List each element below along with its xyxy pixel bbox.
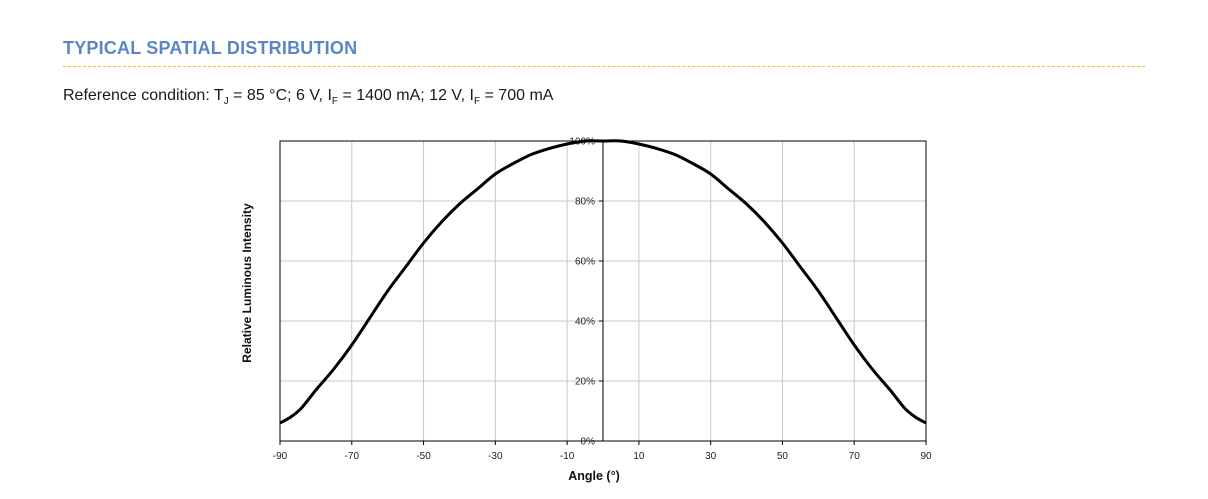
y-tick-label: 80%	[575, 197, 595, 208]
x-axis-title: Angle (°)	[568, 469, 620, 483]
reference-text-2: = 85 °C; 6 V, I	[228, 87, 332, 104]
x-tick-label: 70	[849, 451, 861, 462]
x-tick-label: -50	[416, 451, 431, 462]
x-tick-label: 90	[920, 451, 932, 462]
section-title: TYPICAL SPATIAL DISTRIBUTION	[63, 38, 358, 58]
x-tick-label: 30	[705, 451, 717, 462]
x-tick-label: -10	[560, 451, 575, 462]
x-tick-label: 50	[777, 451, 789, 462]
reference-condition: Reference condition: TJ = 85 °C; 6 V, IF…	[63, 87, 553, 107]
tj-subscript: J	[223, 96, 229, 108]
intensity-curve	[279, 139, 927, 425]
y-tick-label: 40%	[575, 317, 595, 328]
if-subscript-2: F	[473, 96, 481, 108]
reference-text-3: = 1400 mA; 12 V, I	[338, 87, 474, 104]
x-tick-label: -30	[488, 451, 503, 462]
y-tick-label: 20%	[575, 377, 595, 388]
x-tick-label: -90	[273, 451, 288, 462]
reference-text-1: Reference condition: T	[63, 87, 224, 104]
y-tick-label: 0%	[581, 437, 596, 448]
x-tick-label: 10	[633, 451, 645, 462]
reference-text-4: = 700 mA	[480, 87, 554, 104]
if-subscript-1: F	[331, 96, 338, 108]
y-tick-label: 60%	[575, 257, 595, 268]
dashed-divider	[63, 66, 1145, 67]
x-tick-label: -70	[345, 451, 360, 462]
